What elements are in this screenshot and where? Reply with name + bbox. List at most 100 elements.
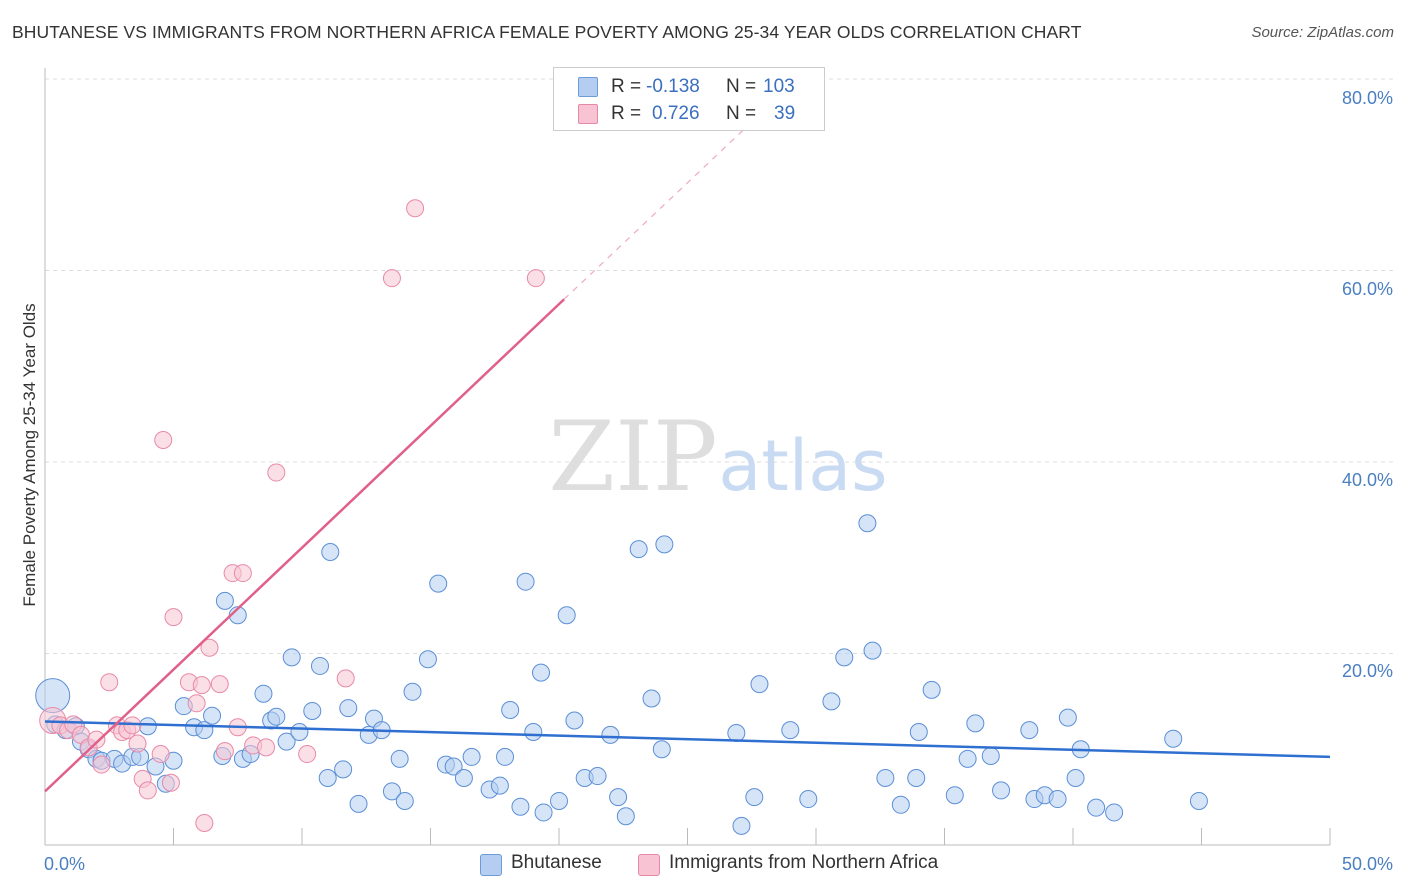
watermark-zip: ZIP <box>548 401 717 513</box>
y-tick-80: 80.0% <box>1342 88 1393 108</box>
tick-labels: 80.0% 60.0% 40.0% 20.0% 0.0% 50.0% <box>44 88 1393 874</box>
legend-r-value: 0.726 <box>652 103 700 124</box>
bhutanese-point <box>652 740 671 759</box>
bhutanese-point <box>588 767 607 786</box>
bhutanese-point <box>310 656 329 675</box>
bhutanese-point <box>1066 768 1085 787</box>
northern-africa-point <box>92 755 111 774</box>
bhutanese-trend-line <box>44 720 1331 759</box>
northern-africa-point <box>87 730 106 749</box>
correlation-legend: R = -0.138 N = 103 R = 0.726 N = 39 <box>553 67 825 131</box>
northern-africa-point <box>257 738 276 757</box>
bhutanese-point <box>1189 791 1208 810</box>
legend-r-label: R = <box>611 103 642 124</box>
bhutanese-points <box>35 514 1208 835</box>
watermark: ZIP atlas <box>548 401 887 513</box>
bhutanese-point <box>992 781 1011 800</box>
bhutanese-point <box>981 746 1000 765</box>
bhutanese-point <box>511 797 530 816</box>
bhutanese-point <box>876 768 895 787</box>
bottom-legend-northern-africa: Immigrants from Northern Africa <box>669 852 939 873</box>
bottom-legend-swatch-pink <box>638 854 660 876</box>
bhutanese-point <box>1058 708 1077 727</box>
bhutanese-point <box>799 790 818 809</box>
bhutanese-point <box>732 816 751 835</box>
northern-africa-point <box>192 676 211 695</box>
bhutanese-point <box>496 747 515 766</box>
northern-africa-point <box>138 781 157 800</box>
bhutanese-point <box>1020 721 1039 740</box>
northern-africa-point <box>298 745 317 764</box>
bottom-legend-swatch-blue <box>480 854 502 876</box>
x-tick-0: 0.0% <box>44 854 85 874</box>
bhutanese-point <box>321 543 340 562</box>
watermark-atlas: atlas <box>718 425 887 507</box>
bhutanese-point <box>891 795 910 814</box>
bhutanese-point <box>1105 803 1124 822</box>
bhutanese-point <box>534 803 553 822</box>
y-tick-60: 60.0% <box>1342 279 1393 299</box>
bhutanese-point <box>318 768 337 787</box>
bhutanese-point <box>334 760 353 779</box>
bhutanese-point <box>655 535 674 554</box>
northern-africa-point <box>233 564 252 583</box>
bhutanese-point <box>516 572 535 591</box>
legend-n-label: N = <box>726 103 757 124</box>
bhutanese-point <box>642 689 661 708</box>
northern-africa-point <box>336 669 355 688</box>
trend-lines <box>44 121 1331 793</box>
x-tick-50: 50.0% <box>1342 854 1393 874</box>
legend-n-value: 39 <box>774 103 796 124</box>
bhutanese-point <box>418 650 437 669</box>
bottom-legend-bhutanese: Bhutanese <box>511 852 602 873</box>
northern-africa-point <box>200 638 219 657</box>
legend-r-label: R = <box>611 76 642 97</box>
legend-r-value: -0.138 <box>646 76 700 97</box>
northern-africa-point <box>267 463 286 482</box>
chart-title: BHUTANESE VS IMMIGRANTS FROM NORTHERN AF… <box>12 22 1082 42</box>
bhutanese-point <box>945 786 964 805</box>
northern-africa-trend-line <box>44 298 566 793</box>
northern-africa-point <box>154 430 173 449</box>
bhutanese-point <box>303 701 322 720</box>
northern-africa-point <box>187 694 206 713</box>
y-tick-40: 40.0% <box>1342 470 1393 490</box>
bhutanese-point <box>277 732 296 751</box>
bhutanese-point <box>501 700 520 719</box>
bhutanese-point <box>822 692 841 711</box>
bhutanese-point <box>909 723 928 742</box>
bhutanese-point <box>1087 798 1106 817</box>
bhutanese-point <box>282 648 301 667</box>
northern-africa-trend-extension <box>563 121 753 300</box>
northern-africa-point <box>128 734 147 753</box>
bhutanese-point <box>395 791 414 810</box>
northern-africa-point <box>100 673 119 692</box>
bhutanese-point <box>550 791 568 810</box>
northern-africa-point <box>215 742 234 761</box>
legend-swatch-pink <box>578 104 598 124</box>
bhutanese-point <box>390 749 409 768</box>
bhutanese-point <box>454 768 473 787</box>
northern-africa-point <box>210 675 229 694</box>
northern-africa-point <box>164 608 183 627</box>
bhutanese-point <box>382 782 401 801</box>
northern-africa-point <box>161 773 180 792</box>
northern-africa-point <box>406 199 425 218</box>
bhutanese-point <box>907 768 926 787</box>
northern-africa-points <box>39 199 545 832</box>
bhutanese-point <box>958 749 977 768</box>
bhutanese-point <box>203 706 222 725</box>
northern-africa-point <box>151 745 170 764</box>
bhutanese-point <box>966 714 985 733</box>
bhutanese-point <box>429 574 448 593</box>
bhutanese-point <box>858 514 877 533</box>
bhutanese-point <box>922 680 941 699</box>
bhutanese-point <box>349 794 368 813</box>
legend-swatch-blue <box>578 77 598 97</box>
bhutanese-point <box>524 723 543 742</box>
northern-africa-point <box>382 269 401 288</box>
bhutanese-point <box>490 776 509 795</box>
bhutanese-point <box>215 591 234 610</box>
bhutanese-point <box>750 675 769 694</box>
